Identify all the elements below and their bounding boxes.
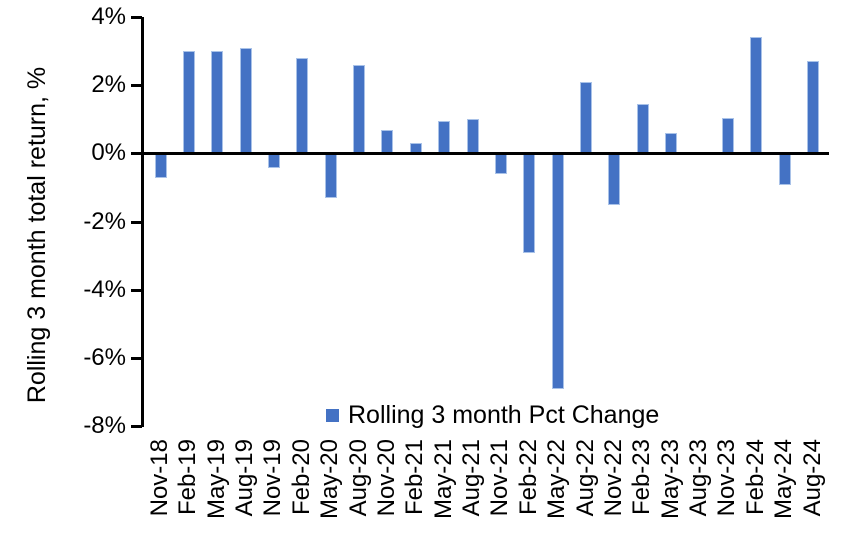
x-tick-label: Nov-18 — [146, 439, 173, 517]
x-tick-label: Feb-22 — [515, 439, 542, 516]
bar-Aug-20 — [353, 65, 365, 155]
y-tick-label: 0% — [91, 139, 126, 166]
bar-Aug-21 — [467, 119, 479, 154]
bar-May-23 — [665, 133, 677, 154]
x-tick-label: Nov-20 — [373, 439, 400, 517]
bar-Feb-24 — [750, 37, 762, 154]
x-tick-label: Feb-21 — [401, 439, 428, 516]
bar-Aug-22 — [580, 82, 592, 155]
y-tick-label: -4% — [83, 276, 126, 303]
y-tick-mark — [131, 221, 142, 224]
bar-May-24 — [779, 153, 791, 185]
y-tick-mark — [131, 289, 142, 292]
x-tick-label: Aug-19 — [231, 439, 258, 517]
x-tick-label: Feb-24 — [742, 439, 769, 516]
x-tick-label: Nov-21 — [486, 439, 513, 517]
x-tick-label: Aug-21 — [458, 439, 485, 517]
bar-Feb-23 — [637, 104, 649, 154]
bar-Feb-19 — [183, 51, 195, 154]
zero-baseline — [142, 152, 829, 155]
x-tick-label: Aug-22 — [572, 439, 599, 517]
x-tick-label: May-22 — [543, 439, 570, 520]
bar-Nov-23 — [722, 118, 734, 155]
y-tick-label: 4% — [91, 3, 126, 30]
x-tick-label: Feb-23 — [628, 439, 655, 516]
y-tick-label: -8% — [83, 412, 126, 439]
y-axis-line — [141, 17, 144, 427]
x-tick-label: Nov-23 — [713, 439, 740, 517]
bar-Aug-19 — [240, 48, 252, 155]
x-tick-label: May-19 — [203, 439, 230, 520]
bar-May-21 — [438, 121, 450, 154]
x-tick-label: Nov-19 — [259, 439, 286, 517]
bar-May-22 — [552, 153, 564, 389]
y-tick-label: 2% — [91, 71, 126, 98]
x-tick-label: Aug-23 — [685, 439, 712, 517]
bar-May-19 — [211, 51, 223, 154]
bar-Feb-20 — [296, 58, 308, 154]
bar-Nov-21 — [495, 153, 507, 174]
x-tick-label: May-24 — [770, 439, 797, 520]
y-tick-mark — [131, 357, 142, 360]
legend: Rolling 3 month Pct Change — [326, 402, 659, 428]
bar-Aug-24 — [807, 61, 819, 154]
x-tick-label: May-23 — [657, 439, 684, 520]
bar-Feb-22 — [523, 153, 535, 253]
x-tick-label: Aug-20 — [345, 439, 372, 517]
y-tick-label: -2% — [83, 208, 126, 235]
y-tick-label: -6% — [83, 344, 126, 371]
x-tick-label: Feb-19 — [174, 439, 201, 516]
y-tick-mark — [131, 84, 142, 87]
x-tick-label: May-21 — [430, 439, 457, 520]
legend-swatch-icon — [326, 408, 339, 422]
legend-label: Rolling 3 month Pct Change — [348, 401, 660, 429]
bar-Nov-22 — [608, 153, 620, 205]
x-tick-label: Nov-22 — [600, 439, 627, 517]
x-tick-label: Aug-24 — [799, 439, 826, 517]
y-tick-mark — [131, 152, 142, 155]
y-tick-mark — [131, 425, 142, 428]
x-tick-label: Feb-20 — [288, 439, 315, 516]
x-tick-label: May-20 — [316, 439, 343, 520]
y-tick-mark — [131, 16, 142, 19]
bar-May-20 — [325, 153, 337, 198]
bar-Nov-18 — [155, 153, 167, 178]
bar-Nov-19 — [268, 153, 280, 168]
